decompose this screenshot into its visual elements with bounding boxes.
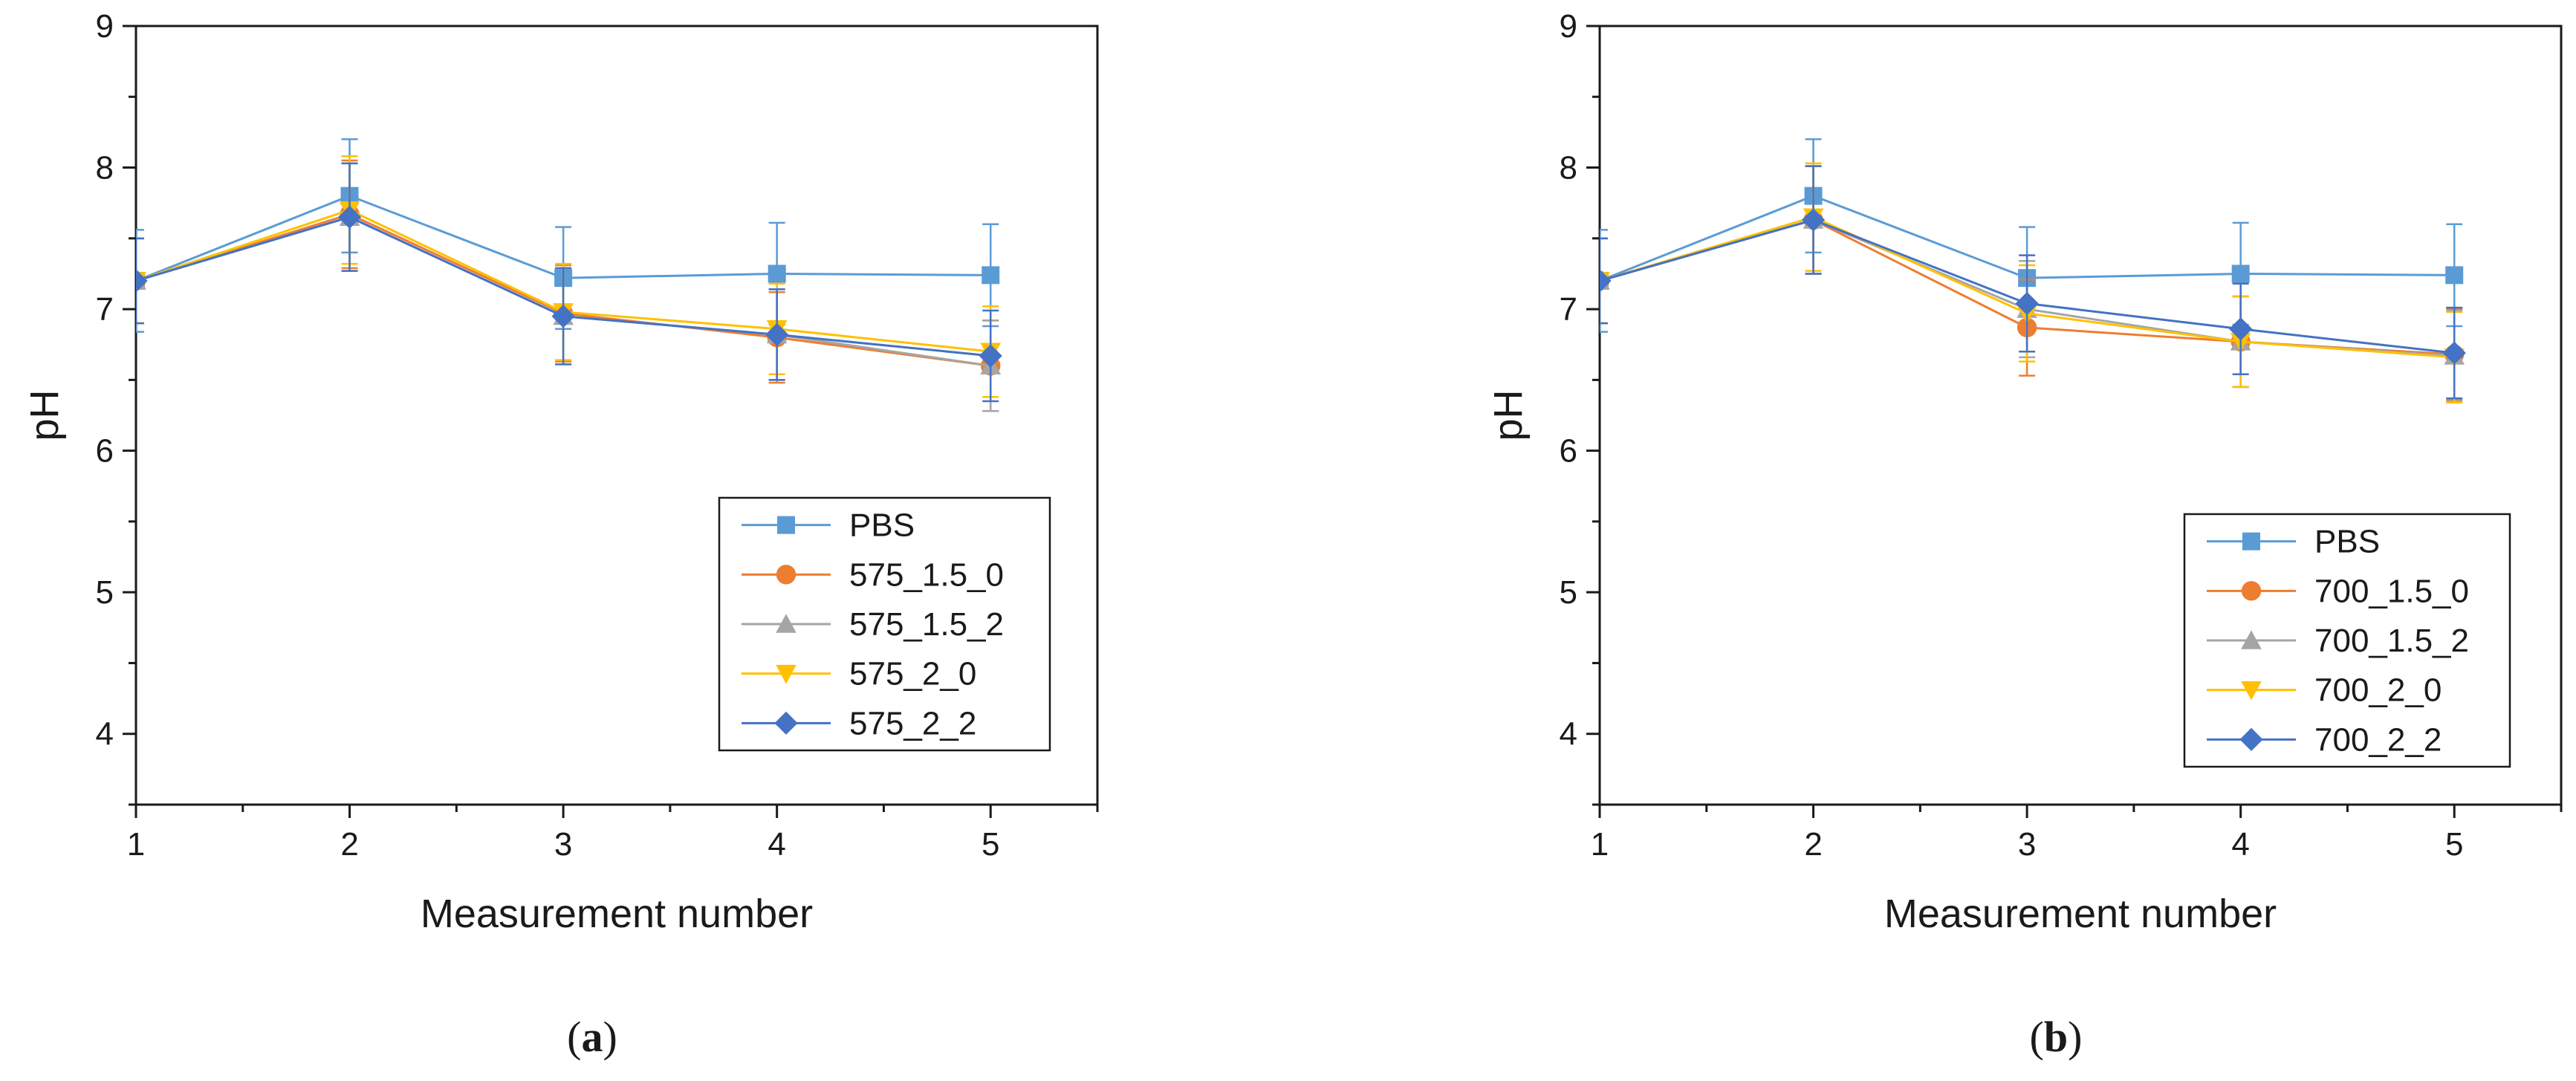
data-point	[2229, 317, 2253, 341]
y-tick-label: 8	[1560, 150, 1577, 186]
legend-marker	[776, 565, 797, 585]
legend-label: PBS	[2314, 524, 2380, 560]
series-4	[136, 162, 1002, 403]
caption-paren-open: (	[567, 1013, 581, 1061]
x-tick-label: 5	[982, 826, 999, 863]
legend-marker	[2241, 681, 2262, 701]
data-point	[2231, 264, 2250, 283]
series-4	[1600, 165, 2466, 400]
legend: PBS 700_1.5_0 700_1.5_2 700_2_0 700_2_2	[2183, 513, 2511, 768]
x-tick-label: 2	[340, 826, 358, 863]
y-tick-label: 5	[96, 574, 114, 611]
data-point	[979, 344, 1002, 368]
plot-frame	[134, 25, 1099, 806]
data-point	[551, 305, 575, 328]
legend-marker	[2241, 581, 2262, 601]
y-tick-label: 9	[1560, 8, 1577, 45]
legend-label: 575_1.5_2	[849, 606, 1004, 643]
y-tick-label: 4	[1560, 716, 1577, 753]
y-tick-label: 4	[96, 716, 114, 753]
x-tick-label: 4	[768, 826, 785, 863]
legend-label: 700_1.5_0	[2314, 573, 2469, 609]
legend-label: 700_1.5_2	[2314, 623, 2469, 659]
y-tick-label: 9	[96, 8, 114, 45]
x-axis-title: Measurement number	[1884, 892, 2277, 936]
caption-letter: b	[2044, 1013, 2068, 1061]
data-point	[1600, 269, 1612, 293]
y-tick-label: 6	[1560, 433, 1577, 470]
legend-label: 700_2_0	[2314, 672, 2442, 709]
y-axis-title: pH	[22, 389, 67, 441]
data-point	[768, 264, 786, 283]
y-tick-label: 5	[1560, 574, 1577, 611]
legend-marker	[774, 711, 798, 735]
y-axis-title: pH	[1486, 389, 1531, 441]
y-tick-label: 6	[96, 433, 114, 470]
chart-panel-b: 4 5 6 7 8 9 1 2 3 4 5 Measurement number pH PBS 700_1.…	[1486, 8, 2563, 1061]
y-tick-label: 7	[1560, 291, 1577, 328]
chart-panel-a: 4 5 6 7 8 9 1 2 3 4 5 Measurement number pH PBS 575_1.…	[22, 8, 1099, 1061]
caption-paren-close: )	[603, 1013, 617, 1061]
x-tick-label: 5	[2445, 826, 2463, 863]
x-tick-label: 4	[2231, 826, 2249, 863]
caption-paren-close: )	[2068, 1013, 2082, 1061]
legend-marker	[776, 664, 797, 684]
x-axis-title: Measurement number	[421, 892, 813, 936]
x-tick-label: 1	[127, 826, 145, 863]
legend-marker	[2242, 532, 2260, 551]
data-point	[982, 266, 1000, 285]
x-tick-label: 1	[1591, 826, 1609, 863]
data-point	[2445, 266, 2464, 285]
panel-caption: (b)	[2030, 1013, 2083, 1061]
y-tick-label: 7	[96, 291, 114, 328]
data-point	[2442, 341, 2466, 365]
data-point	[2015, 291, 2039, 316]
caption-paren-open: (	[2030, 1013, 2044, 1061]
data-layer	[1600, 138, 2466, 404]
legend-marker	[2239, 727, 2263, 751]
data-point	[765, 322, 789, 346]
legend-label: PBS	[849, 507, 915, 544]
data-point	[136, 269, 148, 293]
panel-caption: (a)	[567, 1013, 617, 1061]
legend-marker	[776, 614, 797, 633]
legend-marker	[2241, 630, 2262, 649]
legend-label: 700_2_2	[2314, 721, 2442, 758]
x-tick-label: 2	[1804, 826, 1822, 863]
legend: PBS 575_1.5_0 575_1.5_2 575_2_0 575_2_2	[718, 496, 1051, 752]
legend-label: 575_1.5_0	[849, 556, 1004, 593]
data-point	[337, 205, 362, 229]
x-tick-label: 3	[554, 826, 572, 863]
legend-label: 575_2_2	[849, 705, 976, 741]
y-tick-label: 8	[96, 150, 114, 186]
caption-letter: a	[582, 1013, 603, 1061]
data-point	[1801, 208, 1826, 232]
legend-label: 575_2_0	[849, 656, 976, 692]
legend-marker	[777, 516, 795, 534]
data-layer	[136, 138, 1002, 412]
plot-frame	[1598, 25, 2563, 806]
x-tick-label: 3	[2018, 826, 2036, 863]
